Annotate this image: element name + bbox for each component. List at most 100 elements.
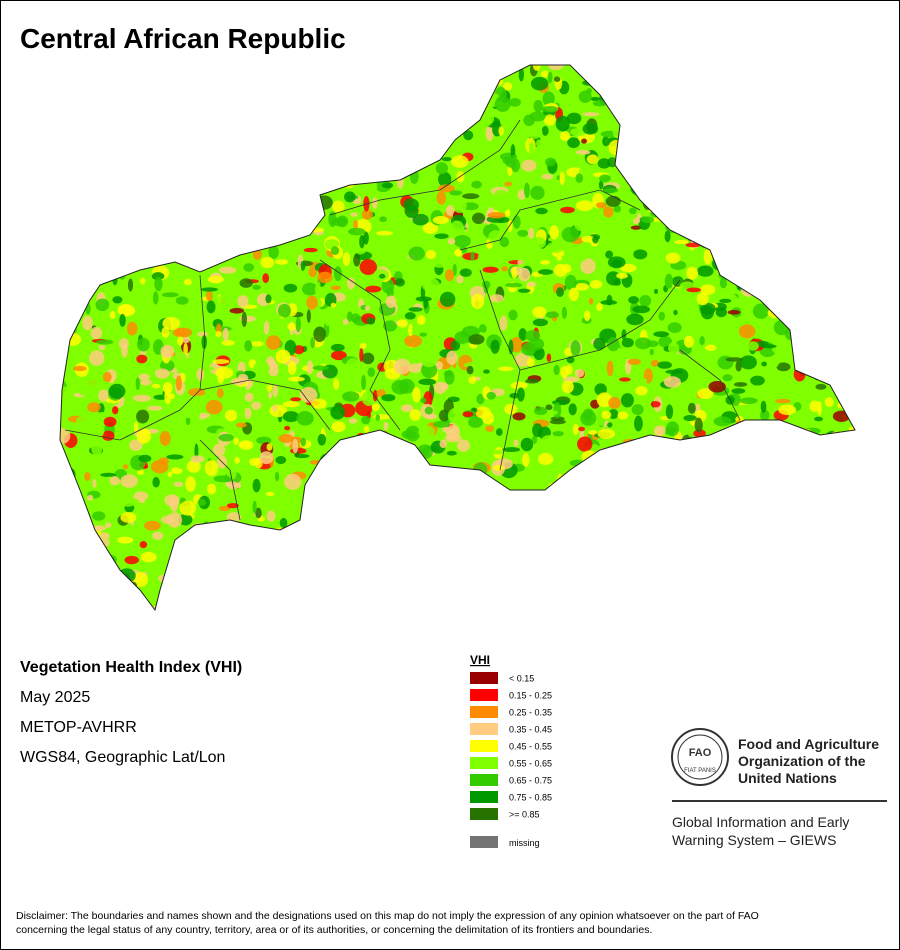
raster-patch [556,287,564,298]
raster-patch [87,402,101,413]
raster-patch [523,114,535,127]
raster-patch [91,440,103,456]
raster-patch [468,416,483,428]
raster-patch [549,225,559,240]
raster-patch [664,273,674,289]
admin-boundaries [64,119,741,521]
raster-patch [409,409,422,421]
raster-patch [376,389,386,397]
raster-patch [466,365,474,375]
raster-patch [301,282,318,296]
raster-patch [268,364,279,377]
raster-patch [365,285,382,293]
raster-patch [364,305,370,311]
raster-patch [266,443,273,451]
raster-patch [541,106,559,113]
raster-patch [518,267,531,282]
raster-patch [471,180,483,189]
raster-patch [607,337,620,352]
raster-patch [167,270,182,276]
raster-patch [138,498,146,504]
raster-patch [127,278,134,292]
raster-patch [175,375,182,391]
raster-patch [700,284,716,296]
raster-patch [471,293,485,310]
legend-swatch [470,689,498,701]
raster-patch [279,517,288,528]
raster-patch [630,225,642,230]
raster-patch [664,230,671,243]
raster-patch [517,288,531,293]
raster-patch [719,298,732,303]
raster-patch [378,273,386,279]
raster-patch [592,235,599,244]
raster-patch [483,304,491,310]
raster-patch [314,284,320,295]
raster-patch [553,402,562,419]
raster-patch [272,332,285,337]
raster-patch [590,96,600,101]
raster-patch [586,154,599,165]
raster-patch [248,379,253,388]
raster-patch [621,337,634,348]
raster-patch [649,348,654,356]
raster-patch [272,384,279,398]
raster-patch [138,454,152,463]
raster-patch [333,378,340,391]
raster-patch [275,349,291,364]
raster-patch [523,182,530,198]
raster-patch [581,138,588,144]
raster-patch [206,290,213,302]
raster-patch [665,252,681,264]
raster-patch [502,447,521,453]
raster-patch [348,418,358,424]
raster-patch [268,495,274,509]
raster-patch [277,303,291,318]
raster-patch [612,279,621,286]
raster-patch [499,236,510,248]
raster-patch [412,213,429,226]
raster-patch [60,428,71,444]
raster-patch [178,513,193,526]
raster-patch [376,230,393,236]
raster-patch [580,258,596,275]
raster-patch [454,307,463,321]
raster-patch [353,253,361,267]
raster-patch [411,326,417,336]
raster-patch [814,416,824,422]
boundary [519,279,681,371]
raster-patch [359,234,365,249]
raster-patch [422,222,439,234]
raster-patch [530,76,549,91]
raster-patch [665,369,683,375]
raster-patch [419,332,427,337]
raster-patch [140,551,157,563]
info-line: Vegetation Health Index (VHI) [20,659,242,676]
raster-patch [432,216,449,225]
raster-patch [436,191,447,205]
raster-patch [361,374,366,391]
raster-patch [330,217,349,227]
raster-patch [449,190,463,196]
raster-patch [775,398,791,404]
raster-patch [725,357,743,362]
raster-patch [526,281,537,287]
raster-patch [342,391,360,402]
raster-patch [189,395,207,404]
raster-patch [517,229,529,237]
raster-patch [628,296,639,304]
raster-patch [487,211,506,219]
raster-patch [439,291,456,307]
raster-patch [359,347,364,362]
raster-patch [241,311,247,327]
raster-patch [653,288,659,294]
raster-patch [332,200,345,213]
raster-patch [237,373,249,382]
raster-patch [456,275,464,284]
raster-patch [505,282,523,288]
raster-patch [727,309,741,315]
raster-patch [573,215,586,231]
fao-logo: FAO FIAT PANIS Food and Agriculture Orga… [671,728,887,848]
raster-patch [507,219,513,232]
raster-patch [330,350,347,361]
